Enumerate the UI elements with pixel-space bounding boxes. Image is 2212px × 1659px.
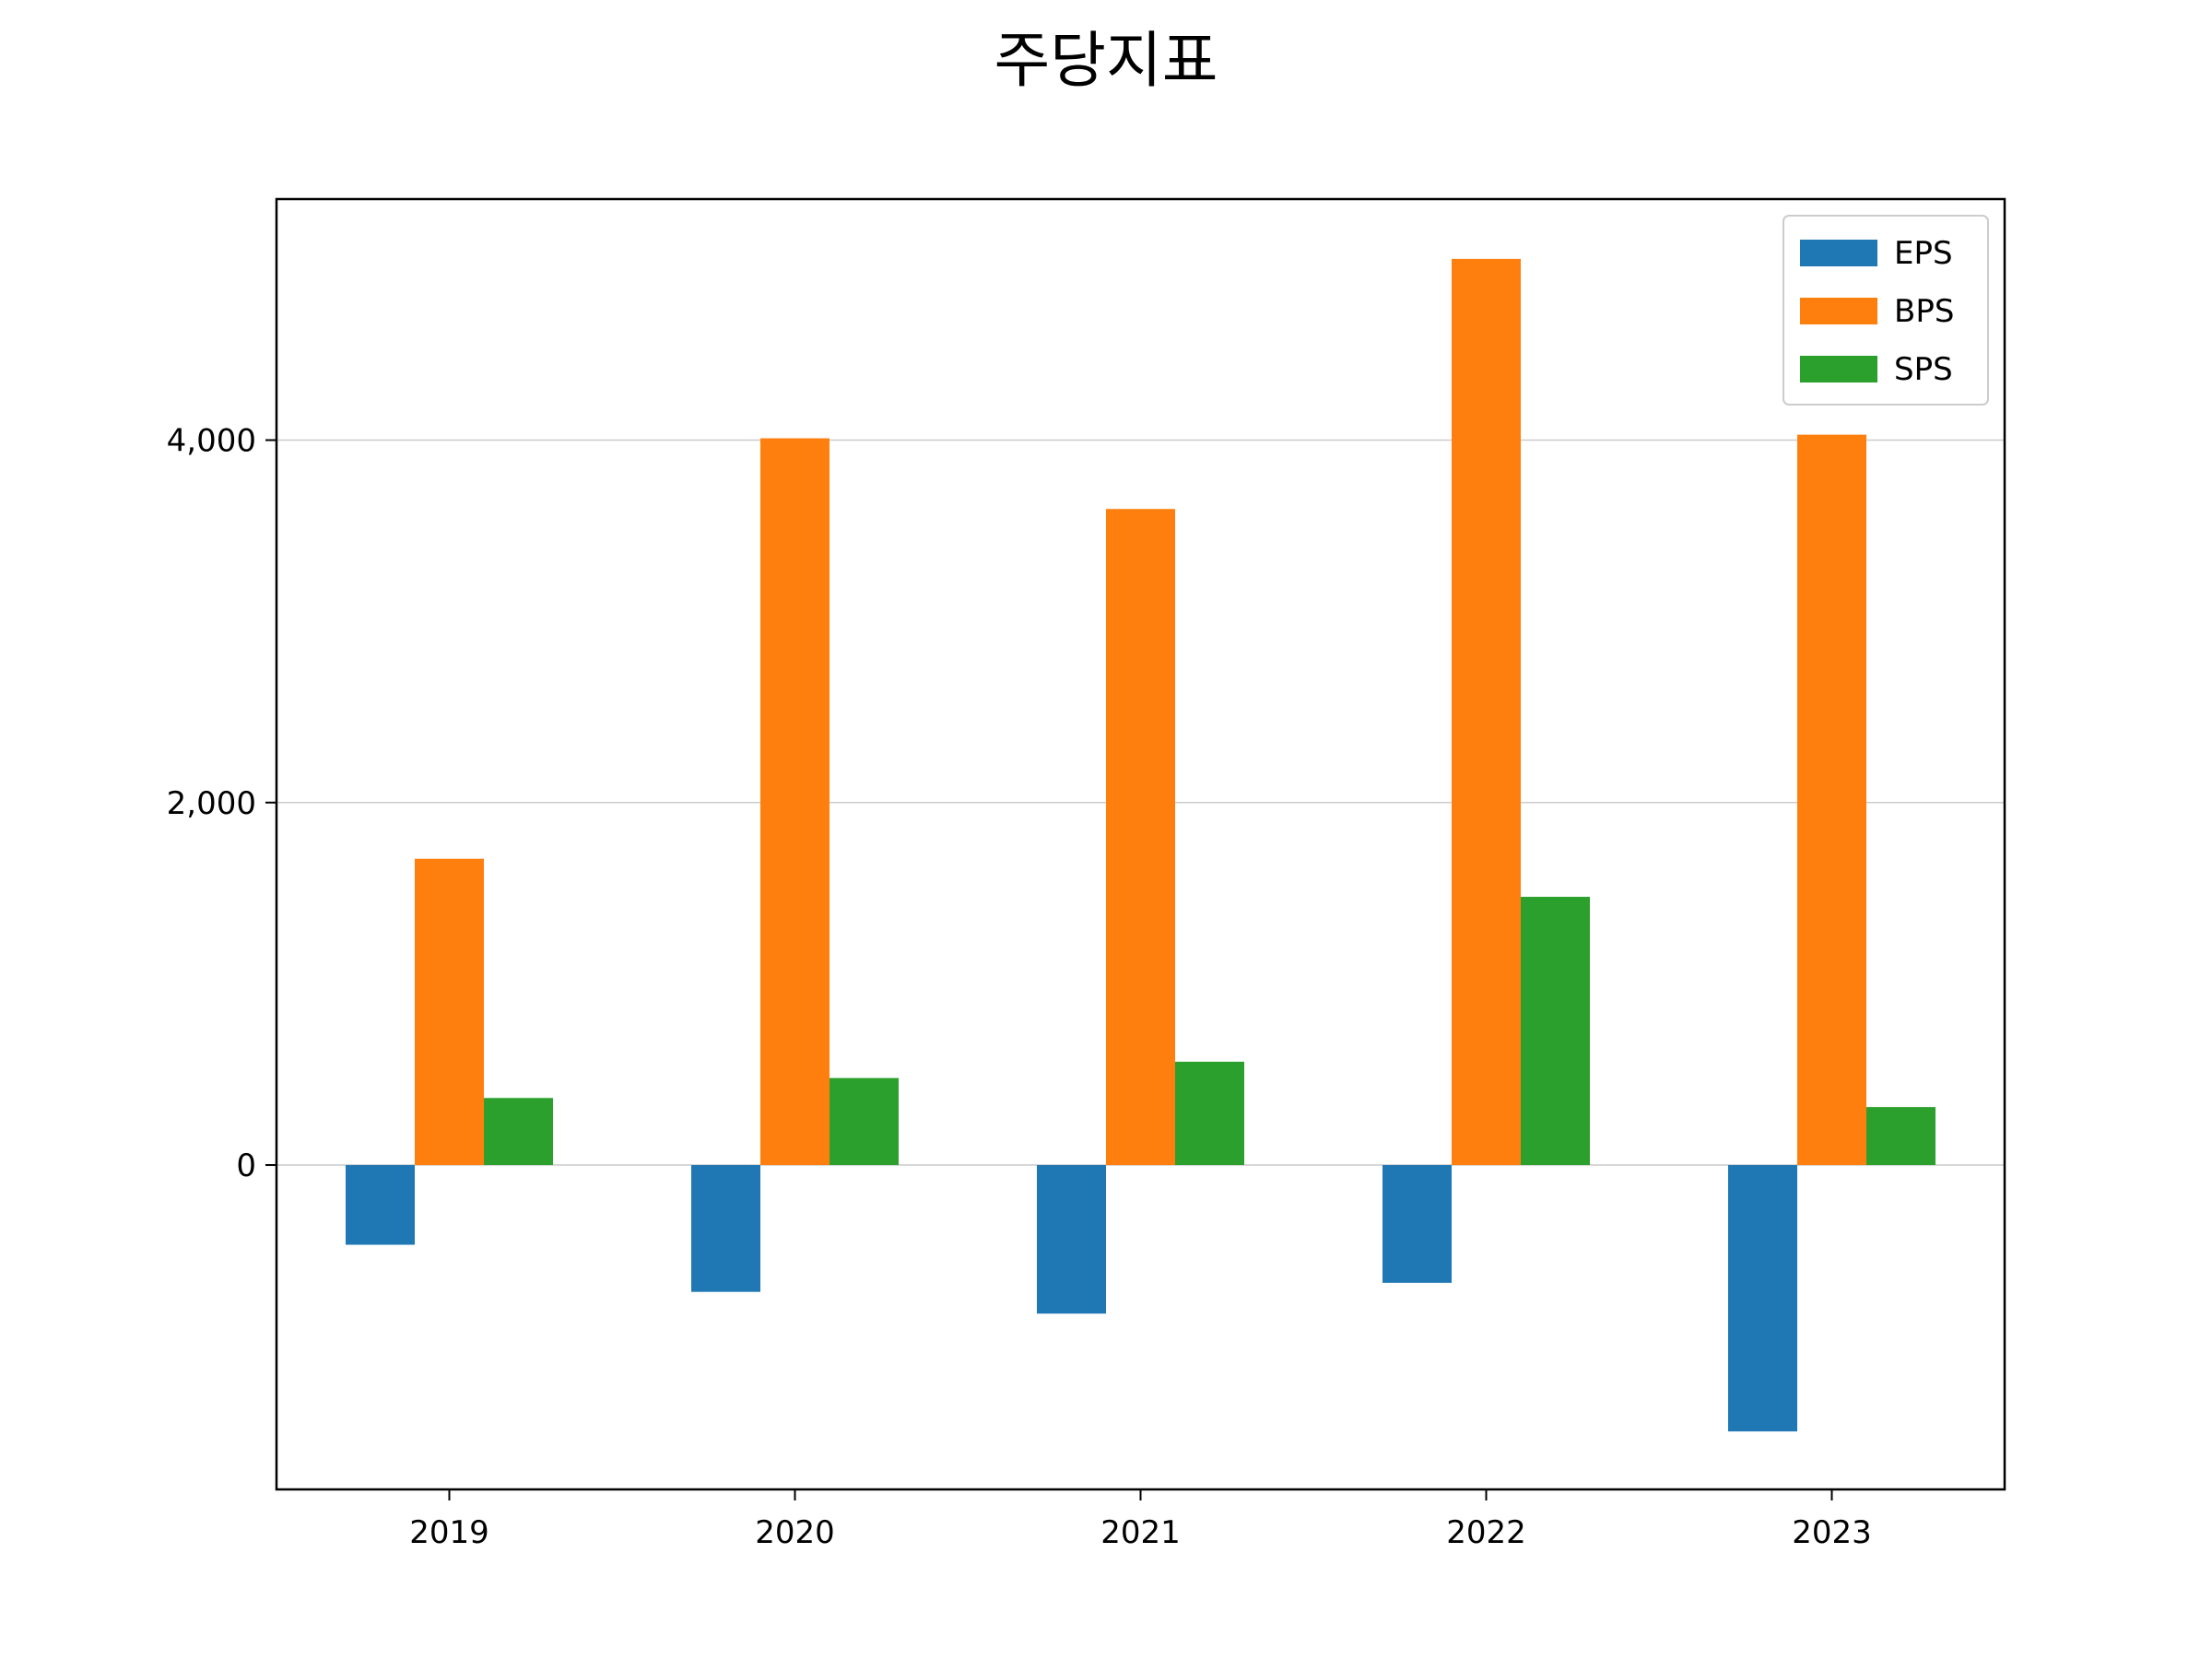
x-tick-label: 2020 bbox=[755, 1514, 835, 1551]
legend-label-sps: SPS bbox=[1894, 351, 1953, 388]
bar-bps-2023 bbox=[1797, 434, 1866, 1166]
bar-sps-2021 bbox=[1175, 1061, 1244, 1166]
legend-swatch-sps bbox=[1800, 356, 1877, 382]
bar-sps-2019 bbox=[484, 1098, 553, 1166]
bar-bps-2019 bbox=[415, 858, 484, 1166]
x-tick-label: 2021 bbox=[1100, 1514, 1181, 1551]
legend-swatch-bps bbox=[1800, 298, 1877, 324]
bar-eps-2023 bbox=[1728, 1165, 1797, 1432]
bar-eps-2022 bbox=[1382, 1165, 1452, 1283]
bar-bps-2021 bbox=[1106, 509, 1175, 1166]
bar-sps-2023 bbox=[1866, 1107, 1936, 1166]
y-tick-label: 4,000 bbox=[167, 423, 256, 460]
bar-bps-2020 bbox=[760, 438, 830, 1166]
bar-bps-2022 bbox=[1452, 258, 1521, 1166]
bar-sps-2020 bbox=[830, 1077, 899, 1166]
legend-label-eps: EPS bbox=[1894, 235, 1953, 272]
x-tick-label: 2019 bbox=[409, 1514, 489, 1551]
bar-eps-2021 bbox=[1037, 1165, 1106, 1314]
y-tick-label: 0 bbox=[236, 1147, 256, 1184]
legend: EPS BPS SPS bbox=[1783, 215, 1989, 406]
bar-eps-2019 bbox=[346, 1165, 415, 1245]
chart-title: 주당지표 bbox=[994, 25, 1218, 96]
legend-label-bps: BPS bbox=[1894, 293, 1954, 330]
legend-swatch-eps bbox=[1800, 240, 1877, 266]
x-tick-label: 2023 bbox=[1792, 1514, 1872, 1551]
y-tick-label: 2,000 bbox=[167, 785, 256, 822]
axis-ticks: 2019 2020 2021 2022 2023 0 2,000 4,000 bbox=[167, 423, 1872, 1551]
bar-sps-2022 bbox=[1521, 897, 1590, 1166]
bars bbox=[346, 258, 1936, 1432]
x-tick-label: 2022 bbox=[1446, 1514, 1526, 1551]
bar-eps-2020 bbox=[691, 1165, 760, 1292]
